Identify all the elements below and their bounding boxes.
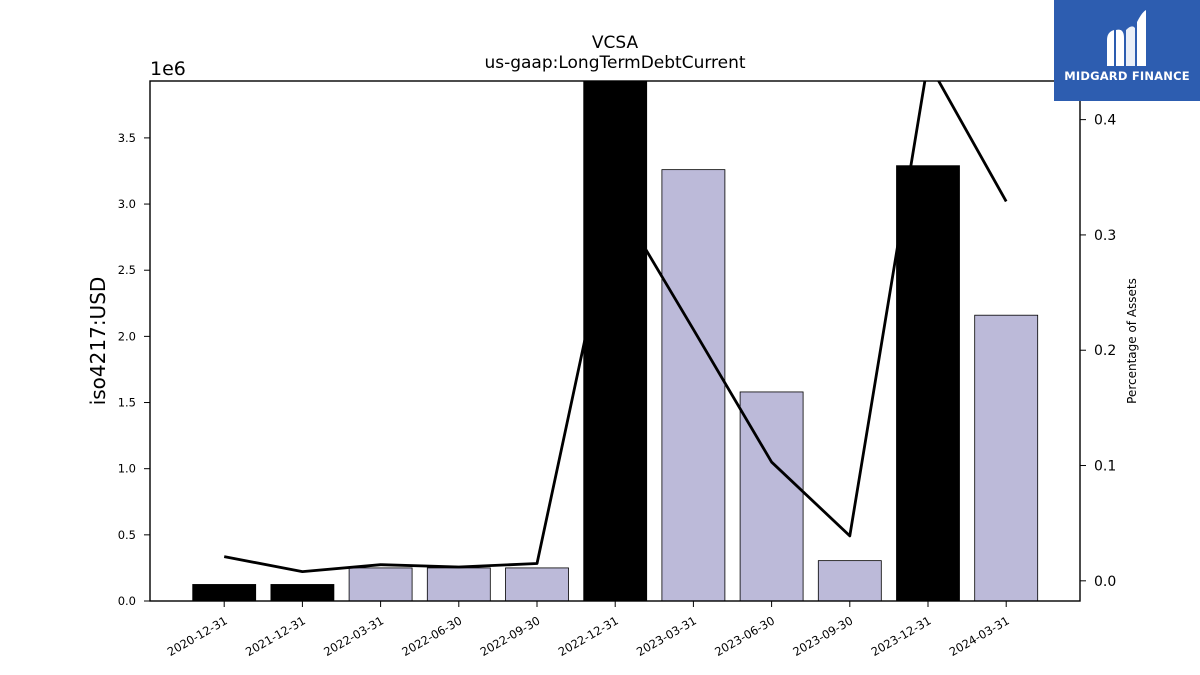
bar-2022-12-31 xyxy=(583,81,648,601)
x-tick-label: 2024-03-31 xyxy=(947,613,1012,659)
x-tick-label: 2022-12-31 xyxy=(556,613,621,659)
logo-text: MIDGARD FINANCE xyxy=(1064,69,1190,83)
line-layer xyxy=(223,81,1008,573)
bar-2022-09-30 xyxy=(505,567,569,601)
y2-tick-label: 0.3 xyxy=(1094,228,1116,244)
x-tick-label: 2021-12-31 xyxy=(243,613,308,659)
bar-2024-03-31 xyxy=(974,314,1039,601)
y2-tick-label: 0.4 xyxy=(1094,113,1116,129)
y-tick-label: 1.0 xyxy=(118,462,136,476)
bar-2022-03-31 xyxy=(348,567,413,601)
y-tick-label: 3.0 xyxy=(118,197,136,211)
x-tick-label: 2023-06-30 xyxy=(712,613,777,659)
chart-title: VCSA xyxy=(592,33,639,53)
x-tick-label: 2022-09-30 xyxy=(478,613,543,659)
y-tick-label: 0.5 xyxy=(118,528,136,542)
y-tick-label: 2.0 xyxy=(118,329,136,343)
chart-subtitle: us-gaap:LongTermDebtCurrent xyxy=(484,53,745,73)
y-tick-label: 0.0 xyxy=(118,594,136,608)
y2-axis-label: Percentage of Assets xyxy=(1125,278,1139,404)
bar-2020-12-31 xyxy=(192,584,257,601)
bar-2022-06-30 xyxy=(426,567,491,601)
y-tick-label: 3.5 xyxy=(118,131,136,145)
x-tick-label: 2022-03-31 xyxy=(321,613,386,659)
y-tick-label: 1.5 xyxy=(118,396,136,410)
x-tick-label: 2023-03-31 xyxy=(634,613,699,659)
bars-layer xyxy=(192,81,1039,601)
y2-tick-label: 0.0 xyxy=(1094,574,1116,590)
midgard-finance-logo: MIDGARD FINANCE xyxy=(1054,0,1200,101)
y-tick-label: 2.5 xyxy=(118,263,136,277)
bar-2023-09-30 xyxy=(817,560,882,601)
bar-2023-03-31 xyxy=(661,169,726,601)
bar-2023-12-31 xyxy=(896,165,960,601)
bar-2021-12-31 xyxy=(270,584,335,601)
x-tick-label: 2023-12-31 xyxy=(869,613,934,659)
x-tick-label: 2023-09-30 xyxy=(790,613,855,659)
x-tick-label: 2022-06-30 xyxy=(399,613,464,659)
y-multiplier-label: 1e6 xyxy=(150,58,186,80)
midgard-logo-mark-icon xyxy=(1107,10,1146,66)
y2-tick-label: 0.2 xyxy=(1094,343,1116,359)
percentage-of-assets-line xyxy=(223,81,1008,573)
x-tick-label: 2020-12-31 xyxy=(165,613,230,659)
y-axis-label: iso4217:USD xyxy=(86,277,110,406)
y2-tick-label: 0.1 xyxy=(1094,459,1116,475)
